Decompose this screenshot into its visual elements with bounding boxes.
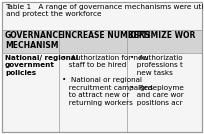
Text: •  Authorization for new
   staff to be hired

•  National or regional
   recrui: • Authorization for new staff to be hire…: [62, 55, 153, 106]
Text: National/ regional
government
policies: National/ regional government policies: [5, 55, 78, 76]
Text: Table 1   A range of governance mechanisms were utilized t
and protect the workf: Table 1 A range of governance mechanisms…: [6, 4, 204, 17]
Text: INCREASE NUMBERS: INCREASE NUMBERS: [62, 31, 150, 40]
Bar: [2, 2, 202, 30]
Text: OPTIMIZE WOR: OPTIMIZE WOR: [130, 31, 195, 40]
Text: •  Authorizatio
   professions t
   new tasks

•  Redeployme
   and care wor
   : • Authorizatio professions t new tasks •…: [130, 55, 183, 106]
Bar: [2, 30, 202, 53]
Text: GOVERNANCE
MECHANISM: GOVERNANCE MECHANISM: [5, 31, 64, 50]
